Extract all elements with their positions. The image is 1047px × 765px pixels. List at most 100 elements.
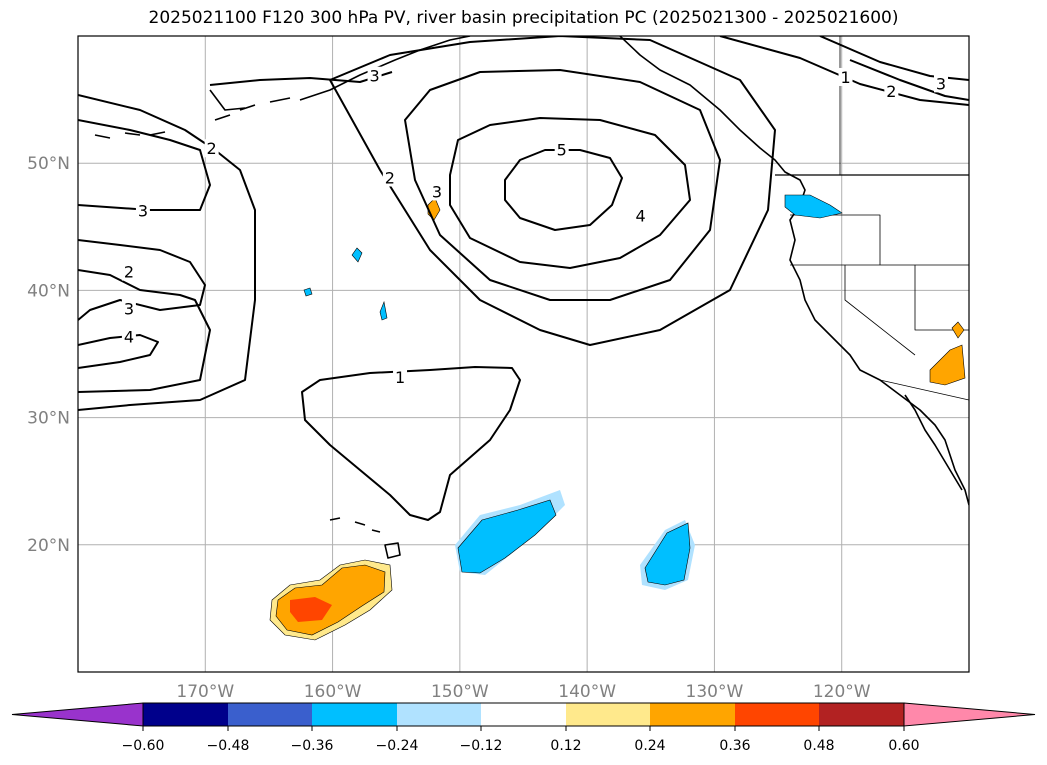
colorbar-segment (312, 703, 397, 726)
colorbar-extend-high (903, 702, 1036, 727)
pv-contour-4 (449, 117, 691, 269)
precip-shading (269, 194, 966, 641)
pv-contour-3-west (209, 71, 393, 86)
pv-contour-label: 2 (385, 168, 395, 187)
lon-tick-label: 160°W (304, 682, 362, 702)
contour-label-bg (633, 206, 648, 225)
map-title: 2025021100 F120 300 hPa PV, river basin … (148, 8, 899, 28)
colorbar-tick-label: 0.24 (634, 738, 665, 754)
colorbar-segment (228, 703, 312, 726)
colorbar-tick-labels: −0.60 −0.48 −0.36 −0.24 −0.12 0.12 0.24 0.36 0.4… (122, 726, 920, 754)
colorbar-tick-label: 0.36 (719, 738, 750, 754)
colorbar-segment (397, 703, 481, 726)
colorbar-tick-label: 0.12 (550, 738, 581, 754)
pv-contour-label: 3 (138, 202, 148, 221)
contour-label-bg (884, 81, 899, 100)
precip-strong-positive (290, 597, 332, 622)
colorbar-segment (735, 703, 819, 726)
colorbar-segment (650, 703, 735, 726)
pv-contour-label: 2 (886, 82, 896, 101)
lat-tick-label: 40°N (27, 281, 70, 301)
pv-contour-3 (404, 69, 721, 301)
pv-contour-5 (504, 149, 623, 231)
lat-tick-label: 30°N (27, 409, 70, 429)
colorbar-segment (566, 703, 650, 726)
precip-negative-small (303, 287, 313, 297)
pv-contour-label: 4 (636, 207, 646, 226)
precip-positive-socal (929, 344, 966, 386)
pv-contour-2-far-west (78, 239, 206, 321)
contour-label-bg (121, 327, 136, 346)
contour-label-bg (135, 201, 150, 220)
colorbar-extend-low (11, 702, 144, 727)
coastlines (94, 36, 969, 559)
precip-negative-south (457, 499, 557, 574)
pv-contour-label: 3 (432, 182, 442, 201)
lon-tick-label: 140°W (558, 682, 616, 702)
colorbar-tick-label: 0.60 (888, 738, 919, 754)
contour-label-bg (838, 67, 853, 86)
pv-contour-3-far-west (78, 119, 211, 211)
contour-label-bg (382, 168, 397, 187)
contour-label-bg (393, 368, 408, 387)
colorbar-frame (142, 702, 905, 727)
pv-contour-label: 4 (124, 327, 134, 346)
pv-contour-label: 2 (207, 139, 217, 158)
lat-tick-label: 20°N (27, 536, 70, 556)
pv-contour-label: 3 (124, 299, 134, 318)
state-borders (790, 36, 969, 401)
colorbar-tick-label: 0.48 (803, 738, 834, 754)
colorbar-segment (819, 703, 904, 726)
pv-contour-label: 1 (840, 68, 850, 87)
pv-contour-label: 1 (395, 368, 405, 387)
colorbar-tick-label: −0.24 (376, 738, 419, 754)
pv-contour-label: 5 (557, 140, 567, 159)
pv-contour-2 (329, 36, 776, 346)
contour-label-bg (554, 140, 569, 159)
colorbar-segment (481, 703, 566, 726)
alaska-coast (299, 36, 969, 506)
map-area: 5 4 3 2 3 2 3 2 3 4 1 1 2 3 (78, 36, 969, 672)
map-frame (77, 35, 970, 673)
pv-contour-2-west (78, 94, 256, 411)
lon-tick-labels: 170°W 160°W 150°W 140°W 130°W 120°W (176, 682, 870, 702)
contour-label-bg (121, 262, 136, 281)
precip-negative-small (379, 300, 388, 321)
pv-contour-2-east (719, 36, 969, 106)
precip-negative-small (351, 247, 363, 263)
pv-contour-3-far-west-2 (78, 269, 211, 393)
pv-contours (78, 36, 969, 521)
gridlines (78, 36, 969, 672)
pv-contour-label: 3 (369, 67, 379, 86)
pv-contour-label: 2 (124, 263, 134, 282)
lat-tick-label: 50°N (27, 154, 70, 174)
precip-positive-small (951, 321, 965, 339)
aleutian-islands (94, 89, 291, 139)
hawaii-islands (329, 517, 401, 559)
pv-contour-label: 3 (936, 74, 946, 93)
contour-label-bg (204, 139, 219, 158)
colorbar-tick-label: −0.12 (460, 738, 503, 754)
lat-tick-labels: 20°N 30°N 40°N 50°N (27, 154, 70, 556)
pv-contour-1 (301, 366, 521, 521)
precip-negative-southeast (644, 522, 691, 586)
precip-negative-pacnw (784, 194, 843, 219)
baja-coast (904, 394, 963, 491)
lon-tick-label: 150°W (431, 682, 489, 702)
lon-tick-label: 130°W (686, 682, 744, 702)
colorbar (11, 702, 1036, 727)
colorbar-tick-label: −0.60 (122, 738, 165, 754)
contour-label-bg (429, 182, 444, 201)
pv-contour-labels: 5 4 3 2 3 2 3 2 3 4 1 1 2 3 (121, 66, 948, 387)
contour-label-bg (121, 299, 136, 318)
lon-tick-label: 170°W (176, 682, 234, 702)
colorbar-segment (143, 703, 228, 726)
contour-label-bg (367, 66, 382, 85)
pv-contour-4-far-west (78, 334, 159, 369)
lon-tick-label: 120°W (813, 682, 871, 702)
colorbar-tick-label: −0.48 (207, 738, 250, 754)
pv-contour-1-east (849, 59, 969, 101)
pv-contour-3-east (819, 36, 969, 81)
colorbar-tick-label: −0.36 (291, 738, 334, 754)
contour-label-bg (933, 74, 948, 93)
